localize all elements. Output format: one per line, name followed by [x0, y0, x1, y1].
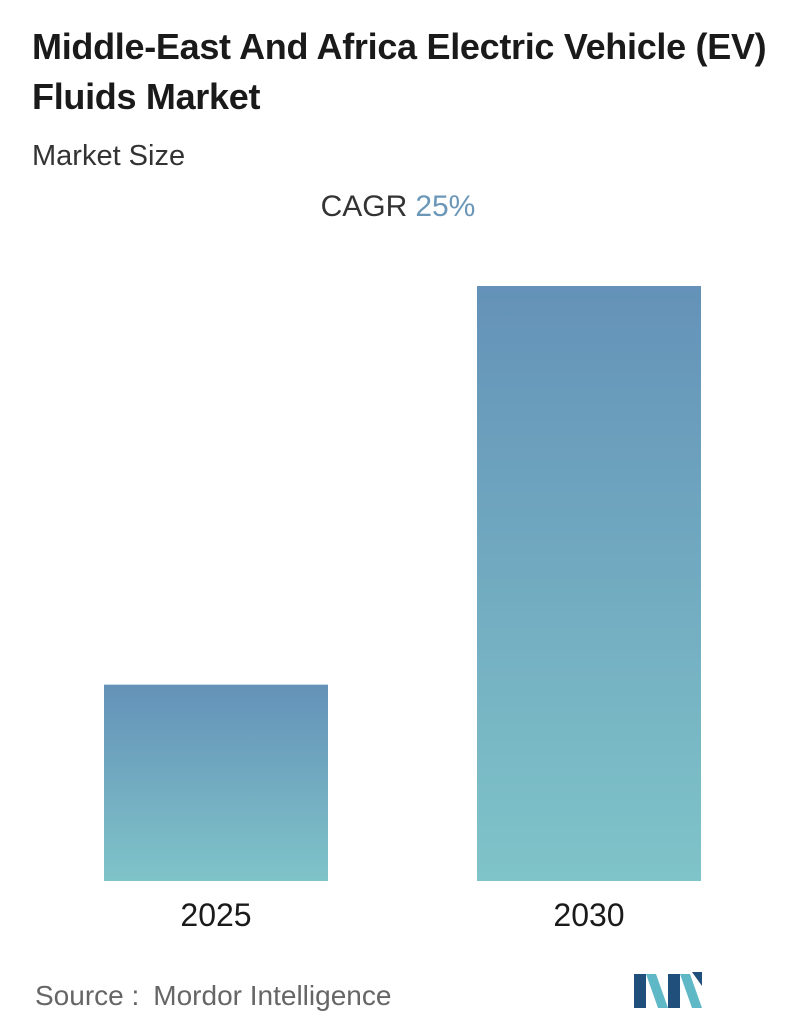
source-name: Mordor Intelligence — [153, 980, 392, 1011]
cagr-annotation: CAGR 25% — [0, 188, 796, 226]
bars-group — [104, 286, 701, 881]
mordor-intelligence-logo-icon — [634, 972, 702, 1008]
x-tick-label-2025: 2025 — [180, 897, 251, 933]
cagr-label: CAGR — [320, 190, 408, 223]
chart-subtitle: Market Size — [32, 140, 186, 172]
bar-chart: 2025 2030 — [104, 286, 701, 933]
bar-2025 — [104, 684, 328, 881]
cagr-value: 25% — [415, 190, 476, 223]
chart-title: Middle-East And Africa Electric Vehicle … — [32, 26, 767, 117]
bar-2030 — [477, 286, 701, 881]
source-label: Source : — [35, 980, 140, 1011]
x-axis-tick-labels: 2025 2030 — [180, 897, 624, 933]
x-tick-label-2030: 2030 — [553, 897, 624, 933]
source-credit: Source : Mordor Intelligence — [35, 978, 391, 1014]
